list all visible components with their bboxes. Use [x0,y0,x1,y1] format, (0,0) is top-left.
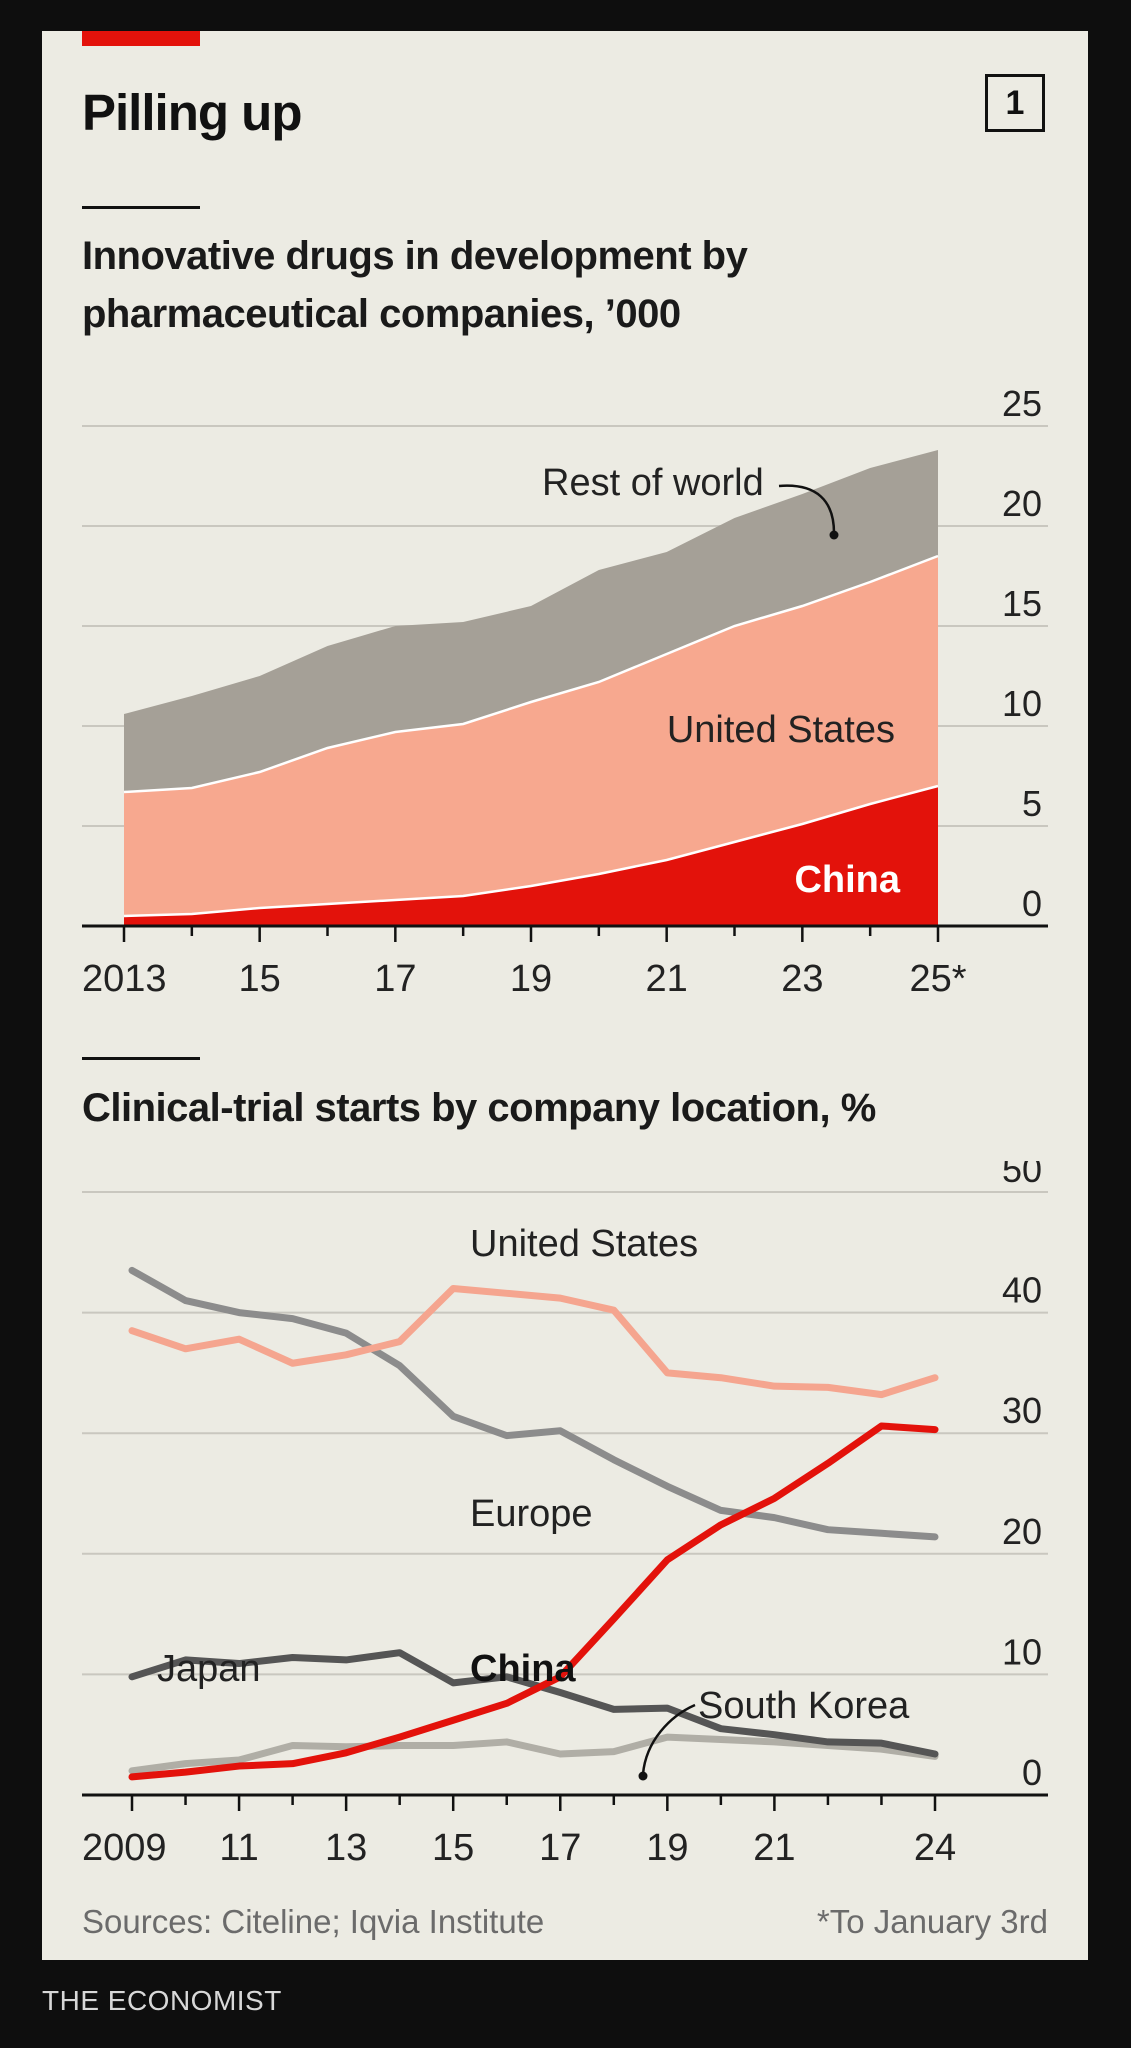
europe-label: Europe [470,1493,593,1535]
x-tick-label: 11 [219,1827,258,1869]
x-tick-label: 21 [753,1827,795,1869]
x-tick-label: 13 [325,1827,367,1869]
y-tick-label: 0 [1022,883,1042,924]
y-tick-label: 15 [1002,583,1042,624]
page-title: Pilling up [82,84,302,141]
x-tick-label: 25* [909,958,966,1000]
sources-note: Sources: Citeline; Iqvia Institute [82,1903,545,1940]
y-tick-label: 30 [1002,1390,1042,1431]
chart1-title-line2: pharmaceutical companies, ’000 [82,292,681,336]
x-tick-label: 2009 [82,1827,167,1869]
section-rule-2 [82,1057,200,1060]
area-boundary [123,784,939,918]
china-label: China [470,1648,576,1690]
footnote: *To January 3rd [816,1903,1048,1940]
united-states-area [124,556,938,916]
south-korea-line [128,1733,939,1775]
united-states-label: United States [667,709,895,751]
chart2-title: Clinical-trial starts by company locatio… [82,1086,876,1130]
rest-of-world-label: Rest of world [542,462,764,504]
chart1-title: Innovative drugs in development by pharm… [82,227,748,343]
x-tick-label: 15 [239,958,281,1000]
y-tick-label: 0 [1022,1752,1042,1793]
y-tick-label: 25 [1002,383,1042,424]
section-rule-1 [82,206,200,209]
chart1-title-line1: Innovative drugs in development by [82,234,748,278]
chart-card: Pilling up 1 Innovative drugs in develop… [42,31,1088,1960]
area-boundary [123,554,939,794]
europe-line [128,1266,939,1541]
united-states-line [128,1284,939,1399]
line-chart: 0 10 20 30 40 50 2009 11 13 15 17 19 21 24 United Stat… [82,1161,1048,1869]
japan-label: Japan [157,1648,261,1690]
y-tick-label: 50 [1002,1161,1042,1190]
south-korea-leader [641,1703,696,1775]
x-tick-label: 19 [510,958,552,1000]
x-tick-label: 2013 [82,958,167,1000]
stacked-area-chart: 0 5 10 15 20 25 2013 15 17 19 21 23 25* Rest of world… [82,383,1048,1000]
x-tick-label: 19 [646,1827,688,1869]
chart-number-badge: 1 [985,74,1045,132]
y-tick-label: 5 [1022,783,1042,824]
x-tick-label: 15 [432,1827,474,1869]
x-tick-label: 17 [374,958,416,1000]
rest-of-world-leader [778,484,836,534]
y-tick-label: 20 [1002,1511,1042,1552]
china-label: China [794,859,900,901]
south-korea-leader-dot [638,1771,648,1781]
y-tick-label: 20 [1002,483,1042,524]
y-tick-label: 10 [1002,683,1042,724]
x-tick-label: 17 [539,1827,581,1869]
japan-line [128,1649,939,1758]
x-tick-label: 21 [646,958,688,1000]
rest-of-world-leader-dot [829,530,839,540]
brand-red-tag [82,31,200,46]
y-tick-label: 10 [1002,1631,1042,1672]
brand-label: THE ECONOMIST [42,1985,282,2016]
x-tick-label: 24 [914,1827,956,1869]
y-tick-label: 40 [1002,1270,1042,1311]
china-line [128,1422,939,1781]
united-states-label: United States [470,1223,698,1265]
south-korea-label: South Korea [698,1685,910,1727]
x-tick-label: 23 [781,958,823,1000]
rest-of-world-area [124,450,938,792]
china-area [124,786,938,926]
